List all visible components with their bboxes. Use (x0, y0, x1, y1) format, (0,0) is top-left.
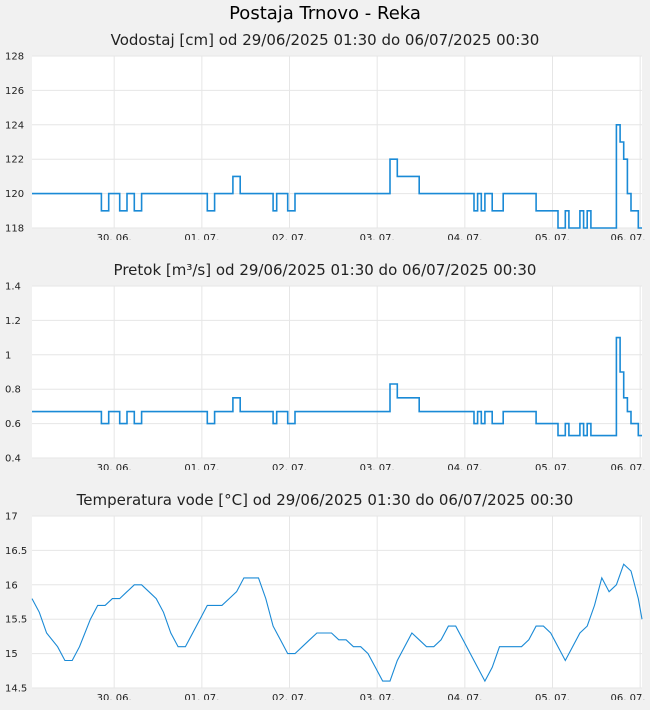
y-tick-label: 128 (5, 52, 24, 63)
chart-title: Vodostaj [cm] od 29/06/2025 01:30 do 06/… (111, 31, 540, 49)
y-tick-label: 14.5 (5, 684, 27, 695)
series-line (32, 336, 642, 437)
x-tick-label: 04. 07. (447, 693, 482, 700)
x-tick-label: 04. 07. (447, 463, 482, 470)
page-title: Postaja Trnovo - Reka (229, 3, 421, 24)
x-tick-label: 03. 07. (360, 693, 395, 700)
y-tick-label: 15.5 (5, 615, 27, 626)
y-tick-label: 1 (5, 350, 11, 361)
series-line (31, 563, 643, 683)
x-tick-label: 02. 07. (272, 693, 307, 700)
x-tick-label: 05. 07. (535, 233, 570, 240)
x-tick-label: 01. 07. (184, 463, 219, 470)
x-tick-label: 06. 07. (611, 233, 646, 240)
y-tick-label: 16.5 (5, 546, 27, 557)
y-tick-label: 1.2 (5, 316, 21, 327)
x-tick-label: 02. 07. (272, 233, 307, 240)
x-tick-label: 06. 07. (611, 463, 646, 470)
x-tick-label: 01. 07. (184, 693, 219, 700)
y-tick-label: 126 (5, 86, 24, 97)
plot-area (32, 56, 642, 228)
x-tick-label: 06. 07. (611, 693, 646, 700)
discharge-chart: Pretok [m³/s] od 29/06/2025 01:30 do 06/… (5, 261, 646, 470)
water-level-chart: Vodostaj [cm] od 29/06/2025 01:30 do 06/… (5, 31, 646, 240)
water-temperature-chart: Temperatura vode [°C] od 29/06/2025 01:3… (5, 491, 646, 700)
y-tick-label: 0.6 (5, 419, 21, 430)
y-tick-label: 120 (5, 189, 24, 200)
y-tick-label: 15 (5, 649, 18, 660)
x-tick-label: 05. 07. (535, 463, 570, 470)
series-line (32, 124, 642, 229)
y-tick-label: 0.8 (5, 385, 21, 396)
y-tick-label: 118 (5, 224, 24, 235)
y-tick-label: 124 (5, 120, 24, 131)
y-tick-label: 16 (5, 580, 18, 591)
x-tick-label: 05. 07. (535, 693, 570, 700)
x-tick-label: 04. 07. (447, 233, 482, 240)
x-tick-label: 03. 07. (360, 233, 395, 240)
chart-title: Temperatura vode [°C] od 29/06/2025 01:3… (76, 491, 574, 509)
y-tick-label: 1.4 (5, 282, 21, 293)
x-tick-label: 30. 06. (97, 693, 132, 700)
chart-title: Pretok [m³/s] od 29/06/2025 01:30 do 06/… (114, 261, 537, 279)
plot-area (32, 286, 642, 458)
x-tick-label: 30. 06. (97, 463, 132, 470)
plot-area (32, 516, 642, 688)
y-tick-label: 17 (5, 512, 18, 523)
y-tick-label: 122 (5, 155, 24, 166)
x-tick-label: 03. 07. (360, 463, 395, 470)
x-tick-label: 30. 06. (97, 233, 132, 240)
x-tick-label: 01. 07. (184, 233, 219, 240)
x-tick-label: 02. 07. (272, 463, 307, 470)
y-tick-label: 0.4 (5, 454, 21, 465)
